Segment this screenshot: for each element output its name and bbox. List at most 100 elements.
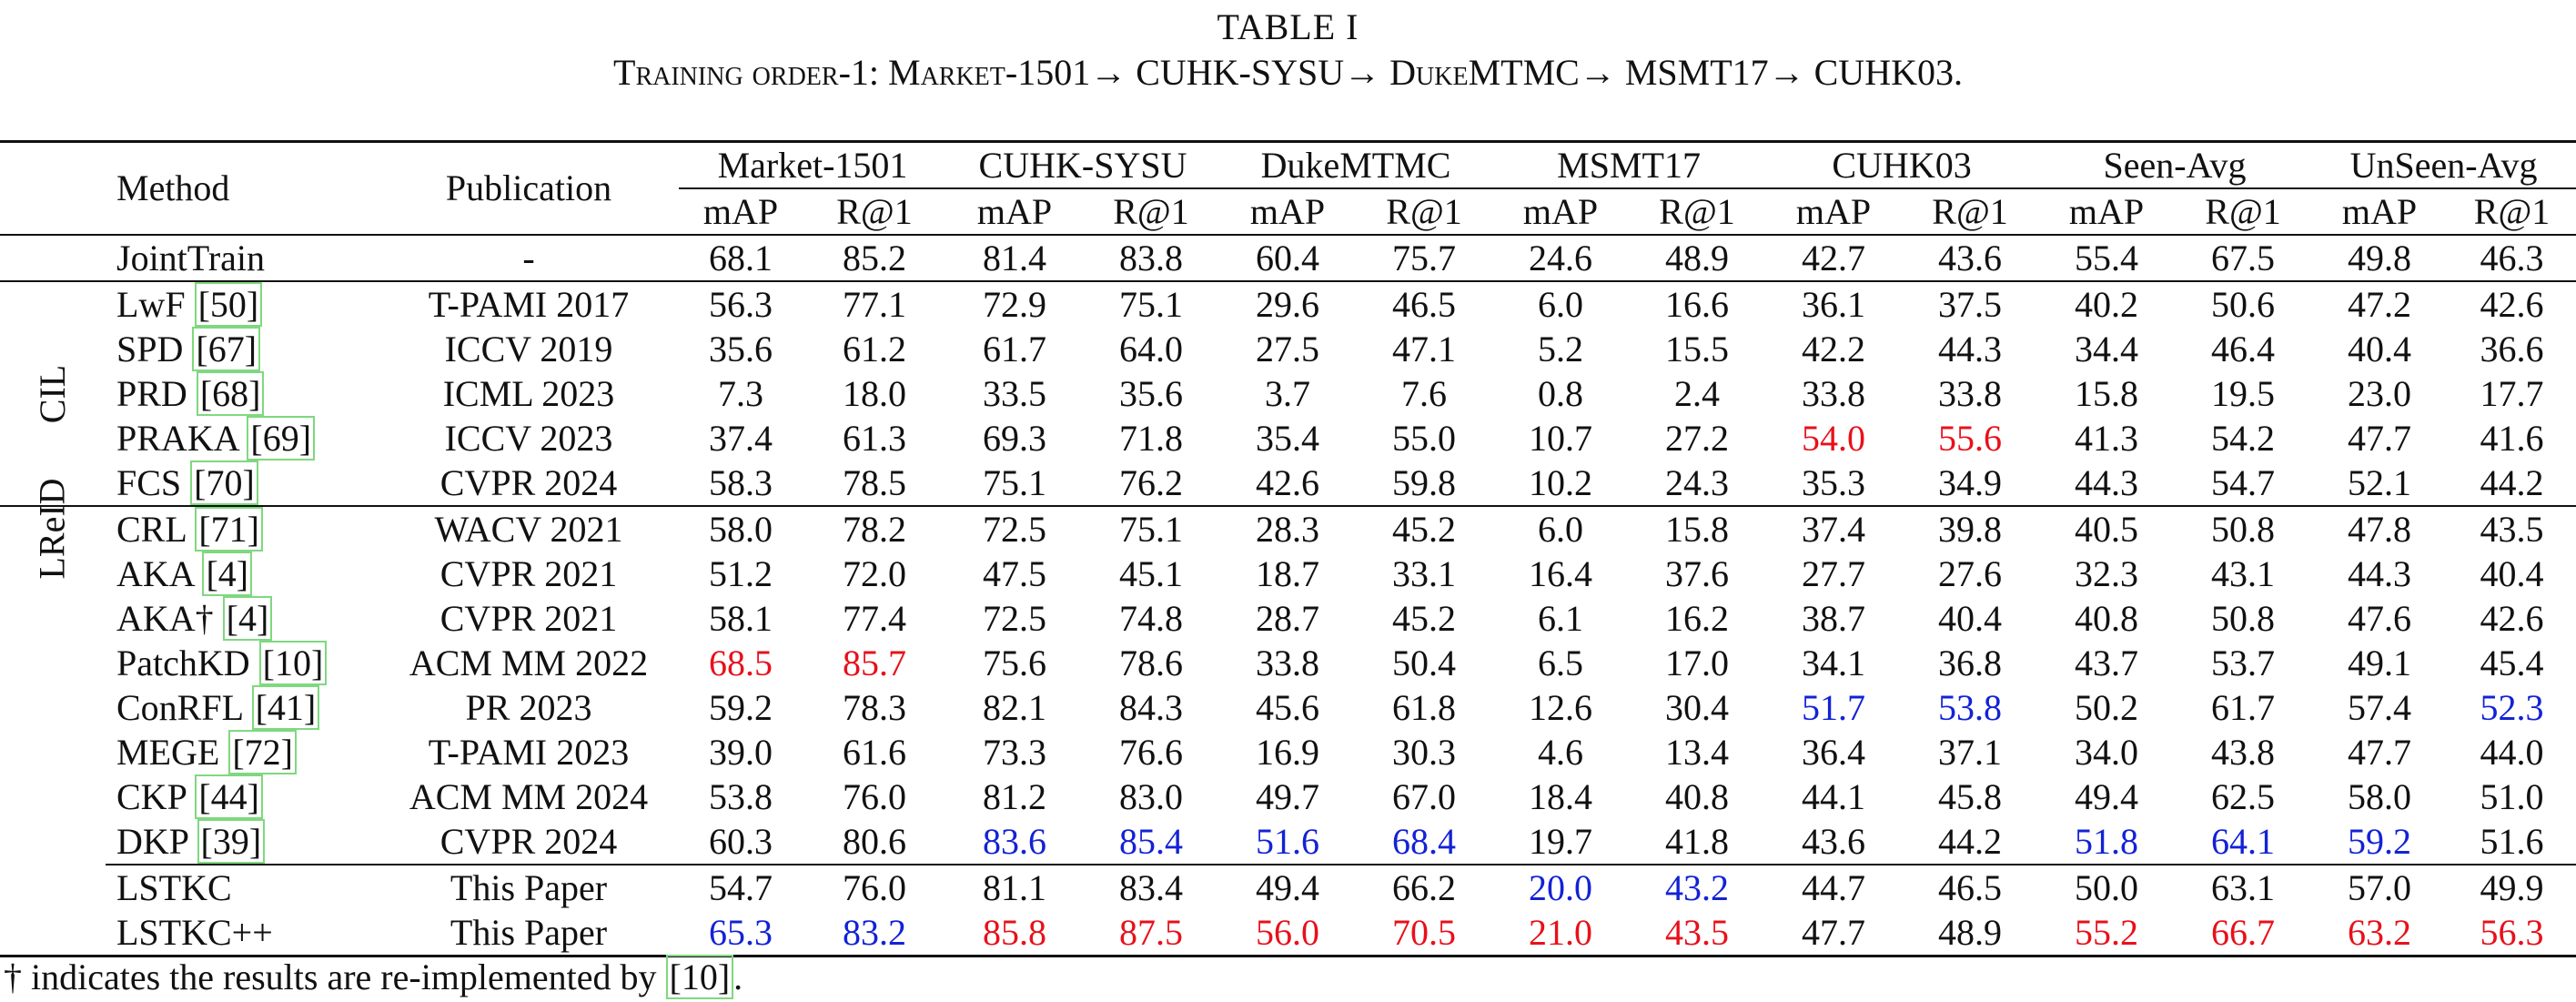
value-cell: 3.7 xyxy=(1265,372,1311,414)
method-cell: PRD [68] xyxy=(106,370,379,416)
method-citation[interactable]: [67] xyxy=(192,326,261,371)
footnote-citation[interactable]: [10] xyxy=(665,955,734,999)
value-cell: 53.8 xyxy=(709,775,773,817)
dataset-header-cuhk-sysu: CUHK-SYSU xyxy=(946,141,1220,189)
method-citation[interactable]: [50] xyxy=(194,281,263,327)
value-cell: 36.4 xyxy=(1802,731,1866,773)
metric-header-map: mAP xyxy=(976,190,1053,232)
value-cell: 75.7 xyxy=(1392,237,1457,278)
method-name: AKA† xyxy=(116,597,223,639)
method-cell: CRL [71] xyxy=(106,506,379,552)
value-cell: 35.6 xyxy=(709,328,773,369)
value-cell: 46.5 xyxy=(1392,283,1457,325)
value-cell: 43.6 xyxy=(1802,820,1866,862)
method-citation[interactable]: [4] xyxy=(202,551,253,596)
method-cell: JointTrain xyxy=(106,235,379,281)
dataset-header-market: Market-1501 xyxy=(679,141,947,189)
value-cell: 18.7 xyxy=(1256,552,1320,594)
value-cell: 20.0 xyxy=(1529,866,1593,908)
table-row: LSTKC++ This Paper 65.3 83.2 85.8 87.5 56.0 70.… xyxy=(0,910,2576,956)
value-cell: 43.5 xyxy=(2480,508,2544,550)
value-cell: 75.6 xyxy=(983,642,1047,683)
method-name: ConRFL xyxy=(116,686,252,728)
method-name: AKA xyxy=(116,552,203,594)
method-citation[interactable]: [4] xyxy=(222,595,273,641)
method-citation[interactable]: [44] xyxy=(195,774,263,819)
method-citation[interactable]: [41] xyxy=(251,684,320,730)
method-citation[interactable]: [68] xyxy=(196,370,265,416)
footnote-text: † indicates the results are re-implement… xyxy=(4,956,666,997)
value-cell: 24.6 xyxy=(1529,237,1593,278)
value-cell: 51.8 xyxy=(2075,820,2139,862)
value-cell: 81.4 xyxy=(983,237,1047,278)
method-cell: MEGE [72] xyxy=(106,729,379,774)
value-cell: 68.1 xyxy=(709,237,773,278)
dataset-header-dukemtmc: DukeMTMC xyxy=(1219,141,1493,189)
value-cell: 47.6 xyxy=(2348,597,2412,639)
value-cell: 19.7 xyxy=(1529,820,1593,862)
publication-cell: CVPR 2021 xyxy=(439,552,618,594)
method-name: PRD xyxy=(116,372,197,414)
value-cell: 18.4 xyxy=(1529,775,1593,817)
value-cell: 47.2 xyxy=(2348,283,2412,325)
publication-cell: CVPR 2024 xyxy=(439,461,618,503)
value-cell: 71.8 xyxy=(1119,417,1184,459)
value-cell: 30.4 xyxy=(1665,686,1730,728)
value-cell: 51.7 xyxy=(1802,686,1866,728)
value-cell: 50.0 xyxy=(2075,866,2139,908)
value-cell: 69.3 xyxy=(983,417,1047,459)
value-cell: 40.8 xyxy=(2075,597,2139,639)
value-cell: 84.3 xyxy=(1119,686,1184,728)
value-cell: 83.4 xyxy=(1119,866,1184,908)
table-row: DKP [39] CVPR 2024 60.3 80.6 83.6 85.4 51.6 68.… xyxy=(0,818,2576,865)
value-cell: 47.7 xyxy=(1802,911,1866,953)
group-label-text: LReID xyxy=(31,478,73,580)
value-cell: 58.0 xyxy=(709,508,773,550)
value-cell: 34.4 xyxy=(2075,328,2139,369)
value-cell: 81.1 xyxy=(983,866,1047,908)
value-cell: 72.5 xyxy=(983,508,1047,550)
method-citation[interactable]: [39] xyxy=(197,818,266,864)
value-cell: 44.1 xyxy=(1802,775,1866,817)
value-cell: 52.1 xyxy=(2348,461,2412,503)
value-cell: 49.8 xyxy=(2348,237,2412,278)
method-name: LwF xyxy=(116,283,195,325)
value-cell: 61.7 xyxy=(2211,686,2276,728)
value-cell: 72.0 xyxy=(843,552,906,594)
value-cell: 59.8 xyxy=(1392,461,1457,503)
method-citation[interactable]: [70] xyxy=(190,460,258,505)
value-cell: 85.4 xyxy=(1119,820,1184,862)
method-citation[interactable]: [10] xyxy=(258,640,328,685)
value-cell: 75.1 xyxy=(1119,283,1184,325)
value-cell: 58.1 xyxy=(709,597,773,639)
method-cell: LSTKC++ xyxy=(106,910,379,956)
value-cell: 72.5 xyxy=(983,597,1047,639)
method-citation[interactable]: [71] xyxy=(195,506,263,552)
value-cell: 64.0 xyxy=(1119,328,1184,369)
group-label-text: CIL xyxy=(32,364,73,423)
metric-header-r1: R@1 xyxy=(2205,190,2281,232)
value-cell: 6.0 xyxy=(1538,508,1584,550)
value-cell: 50.2 xyxy=(2075,686,2139,728)
value-cell: 48.9 xyxy=(1665,237,1730,278)
value-cell: 58.3 xyxy=(709,461,773,503)
value-cell: 54.0 xyxy=(1802,417,1866,459)
value-cell: 56.3 xyxy=(709,283,773,325)
metric-header-map: mAP xyxy=(1795,190,1872,232)
value-cell: 27.7 xyxy=(1802,552,1866,594)
value-cell: 75.1 xyxy=(983,461,1047,503)
method-citation[interactable]: [72] xyxy=(228,729,297,774)
publication-cell: ACM MM 2024 xyxy=(409,775,649,817)
value-cell: 60.4 xyxy=(1256,237,1320,278)
method-citation[interactable]: [69] xyxy=(247,415,316,461)
value-cell: 43.8 xyxy=(2211,731,2276,773)
value-cell: 58.0 xyxy=(2348,775,2412,817)
value-cell: 53.8 xyxy=(1938,686,2003,728)
group-label-cil: CIL xyxy=(0,281,106,506)
value-cell: 16.6 xyxy=(1665,283,1730,325)
value-cell: 77.4 xyxy=(843,597,906,639)
publication-cell: ACM MM 2022 xyxy=(409,642,649,683)
method-header: Method xyxy=(116,167,230,208)
value-cell: 75.1 xyxy=(1119,508,1184,550)
value-cell: 45.2 xyxy=(1392,508,1457,550)
